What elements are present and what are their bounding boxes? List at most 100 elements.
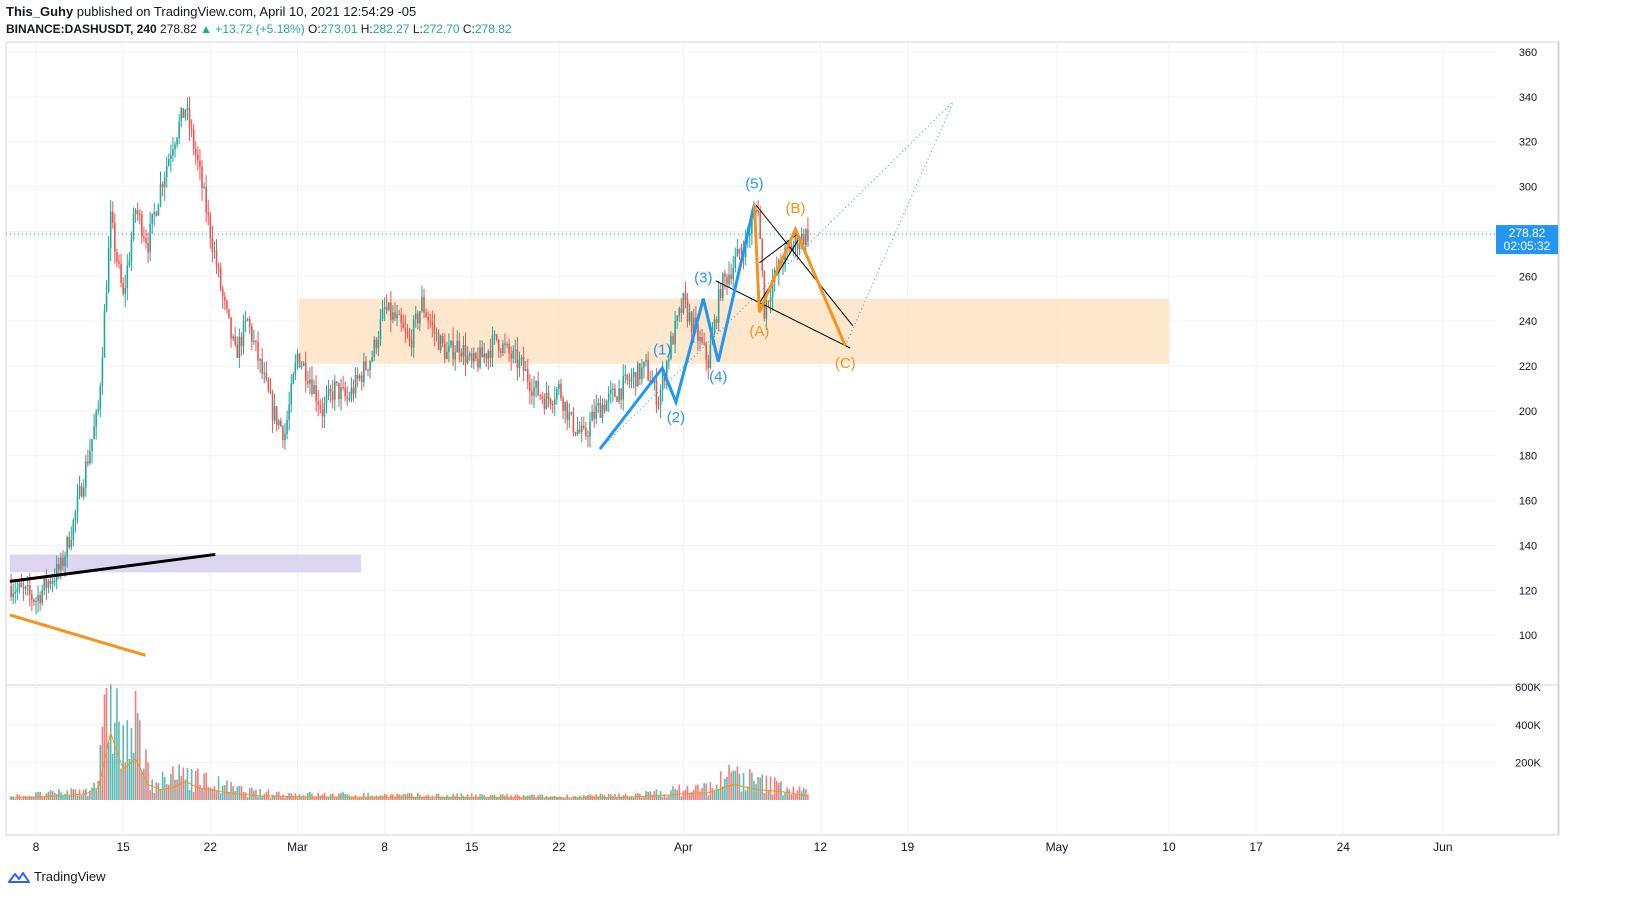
volume-bar (155, 782, 158, 800)
candle-body (414, 313, 417, 320)
candle-body (26, 585, 29, 587)
candle-body (417, 313, 419, 324)
candle-body (273, 406, 276, 421)
candle-body (194, 148, 197, 155)
candle-body (161, 184, 164, 188)
tradingview-branding[interactable]: TradingView (8, 869, 106, 884)
candle-body (668, 358, 670, 362)
volume-tick-label: 400K (1515, 720, 1541, 732)
wave-label-a: (A) (749, 323, 769, 340)
volume-bar (348, 795, 351, 800)
zones (9, 298, 1169, 573)
candle-body (105, 292, 108, 311)
volume-bar (182, 767, 185, 800)
volume-bar (267, 789, 270, 800)
volume-bar (246, 797, 249, 800)
candle-body (394, 312, 396, 319)
candle-body (680, 308, 683, 314)
symbol-name[interactable]: BINANCE:DASHUSDT, 240 (6, 22, 157, 36)
volume-bar (39, 791, 41, 800)
volume-bar (570, 798, 573, 800)
candle-body (28, 585, 31, 595)
open-label: O: (308, 22, 321, 36)
volume-bar (80, 795, 83, 800)
candle-body (645, 359, 647, 362)
candle-body (659, 389, 662, 406)
candle-body (62, 558, 64, 566)
candle-body (132, 213, 135, 239)
volume-bar (147, 762, 149, 800)
candle-body (356, 374, 359, 379)
candle-body (475, 353, 477, 359)
volume-bar (184, 779, 187, 800)
candle-body (155, 212, 158, 216)
author-name[interactable]: This_Guhy (6, 4, 74, 19)
volume-bar (381, 795, 384, 800)
volume-bar (35, 792, 37, 800)
time-axis[interactable]: 8 15 22 Mar 8 15 22 Apr 12 19 May 10 17 24 Jun (33, 840, 1453, 854)
candle-body (230, 317, 232, 339)
candle-body (522, 357, 525, 372)
volume-bar (97, 780, 100, 800)
volume-bar (296, 797, 299, 800)
candle-body (68, 536, 70, 548)
volume-bar (568, 798, 571, 800)
volume-bar (271, 794, 274, 800)
candle-body (566, 401, 568, 421)
price-tick-label: 140 (1519, 540, 1537, 552)
volume-bar (342, 792, 344, 800)
candle-body (66, 536, 68, 557)
candle-body (323, 403, 326, 417)
candle-body (670, 335, 672, 359)
candle-body (390, 302, 392, 320)
volume-bar (327, 796, 330, 800)
volume-bar (562, 797, 564, 800)
time-tick-label: May (1046, 840, 1069, 854)
volume-bar (26, 797, 29, 800)
candle-body (585, 427, 587, 436)
price-tick-label: 260 (1519, 271, 1537, 283)
candle-body (556, 388, 558, 400)
volume-bar (470, 793, 473, 800)
candle-body (145, 238, 147, 243)
candle-body (487, 351, 490, 359)
volume-bar (468, 797, 471, 800)
candle-body (111, 211, 114, 224)
candle-body (321, 409, 324, 417)
candle-body (72, 520, 75, 540)
open-value: 273.01 (320, 22, 358, 36)
volume-bars (10, 684, 809, 800)
candle-body (726, 276, 728, 284)
volume-bar (365, 797, 367, 800)
volume-bar (417, 792, 419, 800)
candle-body (715, 319, 718, 323)
candle-body (259, 359, 261, 361)
volume-bar (423, 796, 425, 800)
candle-body (373, 339, 376, 357)
published-text: published on TradingView.com, April 10, … (73, 4, 417, 19)
candle-body (282, 426, 284, 440)
volume-bar (199, 784, 201, 800)
volume-bar (356, 797, 359, 800)
candle-body (493, 334, 496, 336)
candle-body (128, 260, 131, 266)
candle-body (572, 412, 575, 433)
candle-body (392, 312, 394, 320)
volume-bar (730, 772, 732, 800)
volume-bar (678, 784, 681, 800)
volume-bar (807, 794, 809, 800)
candle-body (701, 337, 703, 343)
candle-body (539, 395, 542, 397)
candle-body (406, 331, 409, 336)
volume-bar (728, 764, 730, 800)
volume-bar (82, 789, 85, 800)
volume-bar (800, 791, 803, 800)
volume-bar (114, 722, 116, 800)
candle-body (336, 381, 338, 383)
candle-body (597, 402, 600, 406)
candle-body (151, 213, 153, 224)
volume-bar (105, 688, 108, 800)
candle-body (334, 381, 336, 400)
volume-bar (350, 797, 353, 800)
